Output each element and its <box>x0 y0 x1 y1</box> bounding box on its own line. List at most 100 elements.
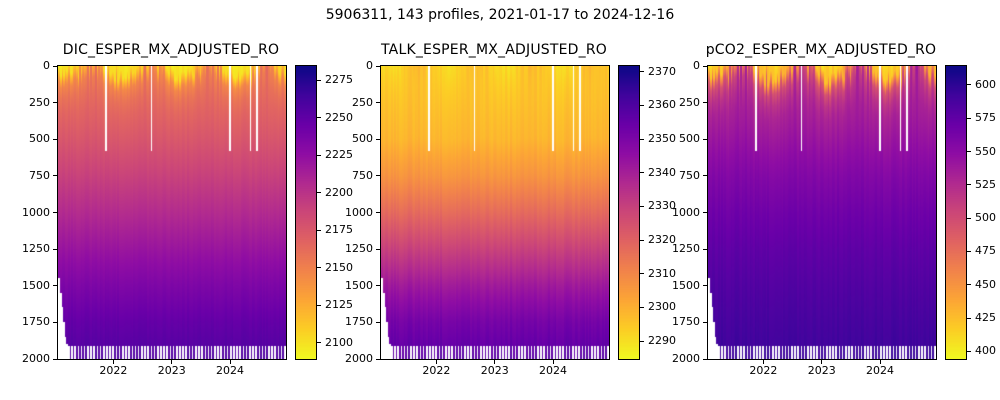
colorbar-tick-mark <box>967 184 971 186</box>
x-tick-mark <box>762 360 764 364</box>
x-tick-mark <box>494 360 496 364</box>
y-tick-label: 2000 <box>22 352 50 365</box>
heatmap-canvas-talk <box>381 66 609 359</box>
y-tick-label: 1750 <box>22 315 50 329</box>
y-tick-mark <box>376 321 380 323</box>
colorbar-tick-label: 525 <box>975 177 996 191</box>
colorbar-tick-label: 2330 <box>648 199 676 213</box>
y-tick-mark <box>376 175 380 177</box>
colorbar-tick-mark <box>967 84 971 86</box>
y-tick-label: 2000 <box>672 352 700 365</box>
colorbar-tick-label: 2370 <box>648 64 676 78</box>
y-tick-mark <box>376 65 380 67</box>
y-tick-label: 1250 <box>345 242 373 256</box>
colorbar-tick-label: 2175 <box>325 223 353 237</box>
y-tick-label: 0 <box>366 59 373 72</box>
y-tick-mark <box>53 358 57 360</box>
y-tick-mark <box>703 138 707 140</box>
y-tick-label: 0 <box>693 59 700 72</box>
colorbar-tick-mark <box>967 117 971 119</box>
y-tick-label: 1250 <box>672 242 700 256</box>
colorbar-tick-mark <box>317 304 321 306</box>
colorbar-tick-label: 2320 <box>648 233 676 247</box>
y-tick-mark <box>703 321 707 323</box>
x-tick-mark <box>552 360 554 364</box>
colorbar-tick-label: 2310 <box>648 266 676 280</box>
y-tick-label: 1000 <box>22 205 50 219</box>
colorbar-tick-mark <box>317 342 321 344</box>
y-tick-mark <box>376 138 380 140</box>
colorbar-tick-mark <box>967 250 971 252</box>
colorbar-tick-mark <box>640 340 644 342</box>
x-tick-mark <box>879 360 881 364</box>
x-tick-label: 2024 <box>216 364 245 377</box>
x-tick-label: 2022 <box>749 364 778 377</box>
colorbar-tick-mark <box>317 229 321 231</box>
colorbar-tick-label: 450 <box>975 277 996 291</box>
x-tick-mark <box>112 360 114 364</box>
y-tick-mark <box>376 285 380 287</box>
heatmap-canvas-pco2 <box>708 66 936 359</box>
colorbar-pco2: 400 425 450 475 500 525 550 575 600 <box>945 65 1000 360</box>
colorbar-talk: 2290 2300 2310 2320 2330 2340 2350 2360 2370 <box>618 64 698 360</box>
y-tick-label: 500 <box>679 132 700 146</box>
colorbar-canvas-dic <box>295 65 317 360</box>
colorbar-tick-label: 600 <box>975 77 996 91</box>
y-tick-label: 500 <box>29 132 50 146</box>
y-tick-mark <box>53 175 57 177</box>
y-tick-mark <box>703 358 707 360</box>
subplot-title-pco2: pCO2_ESPER_MX_ADJUSTED_RO <box>705 42 937 58</box>
colorbar-tick-mark <box>967 151 971 153</box>
y-tick-mark <box>703 248 707 250</box>
y-tick-mark <box>53 285 57 287</box>
colorbar-tick-label: 500 <box>975 211 996 225</box>
y-tick-mark <box>376 358 380 360</box>
y-tick-label: 1750 <box>345 315 373 329</box>
y-tick-mark <box>53 321 57 323</box>
colorbar-tick-mark <box>640 138 644 140</box>
colorbar-tick-mark <box>640 104 644 106</box>
colorbar-tick-label: 2300 <box>648 300 676 314</box>
y-tick-label: 250 <box>352 95 373 109</box>
y-tick-mark <box>376 212 380 213</box>
colorbar-tick-label: 2150 <box>325 260 353 274</box>
x-tick-label: 2022 <box>422 364 451 377</box>
colorbar-tick-label: 2340 <box>648 165 676 179</box>
colorbar-tick-label: 575 <box>975 111 996 125</box>
colorbar-tick-mark <box>317 79 321 81</box>
colorbar-tick-mark <box>640 273 644 275</box>
colorbar-tick-mark <box>317 154 321 156</box>
y-tick-label: 1250 <box>22 242 50 256</box>
y-tick-label: 0 <box>43 59 50 72</box>
colorbar-tick-mark <box>640 239 644 241</box>
colorbar-tick-label: 2200 <box>325 185 353 199</box>
y-tick-mark <box>53 102 57 104</box>
y-tick-label: 1500 <box>22 278 50 292</box>
y-tick-mark <box>703 212 707 213</box>
subplot-pco2: pCO2_ESPER_MX_ADJUSTED_RO 0 250 500 750 1000… <box>672 42 1000 394</box>
colorbar-tick-label: 2350 <box>648 132 676 146</box>
y-tick-mark <box>53 138 57 140</box>
y-tick-label: 1500 <box>345 278 373 292</box>
subplot-dic: DIC_ESPER_MX_ADJUSTED_RO 0 250 500 750 1000 1… <box>22 42 377 394</box>
x-tick-mark <box>821 360 823 364</box>
subplot-title-talk: TALK_ESPER_MX_ADJUSTED_RO <box>381 42 607 58</box>
colorbar-tick-mark <box>967 284 971 286</box>
colorbar-canvas-pco2 <box>945 65 967 360</box>
x-tick-label: 2023 <box>157 364 186 377</box>
colorbar-tick-mark <box>967 317 971 319</box>
colorbar-tick-mark <box>317 267 321 269</box>
colorbar-tick-mark <box>967 217 971 219</box>
heatmap-canvas-dic <box>58 66 286 359</box>
x-tick-mark <box>171 360 173 364</box>
colorbar-tick-label: 2275 <box>325 73 353 87</box>
heatmap-plot-area-pco2: 0 250 500 750 1000 1250 1500 1750 2000 2022 2023 20… <box>672 59 937 377</box>
subplot-talk: TALK_ESPER_MX_ADJUSTED_RO 0 250 500 750 1000… <box>345 42 700 394</box>
y-tick-label: 250 <box>29 95 50 109</box>
colorbar-tick-label: 2360 <box>648 98 676 112</box>
y-tick-mark <box>703 102 707 104</box>
y-tick-label: 750 <box>29 168 50 182</box>
y-tick-label: 750 <box>679 168 700 182</box>
colorbar-tick-label: 2225 <box>325 148 353 162</box>
colorbar-tick-label: 2290 <box>648 334 676 348</box>
